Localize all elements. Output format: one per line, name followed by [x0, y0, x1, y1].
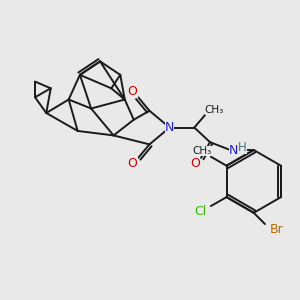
- Text: O: O: [128, 157, 138, 170]
- Text: N: N: [229, 143, 238, 157]
- Text: O: O: [190, 157, 200, 170]
- Text: N: N: [165, 121, 174, 134]
- Text: Cl: Cl: [195, 205, 207, 218]
- Text: O: O: [128, 85, 138, 98]
- Text: CH₃: CH₃: [205, 105, 224, 115]
- Text: Br: Br: [269, 223, 283, 236]
- Text: CH₃: CH₃: [192, 146, 212, 156]
- Text: H: H: [238, 141, 247, 154]
